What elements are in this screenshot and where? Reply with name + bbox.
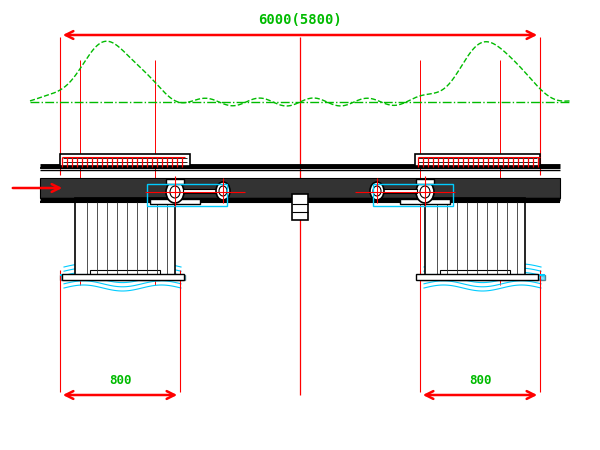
Text: 6000(5800): 6000(5800): [258, 13, 342, 27]
Bar: [373, 184, 453, 206]
Bar: [90, 270, 160, 280]
Ellipse shape: [166, 181, 184, 203]
Bar: [420, 275, 545, 280]
Bar: [425, 198, 525, 278]
Bar: [40, 178, 560, 198]
Ellipse shape: [370, 182, 384, 200]
Bar: [416, 179, 434, 184]
Bar: [382, 189, 417, 193]
Ellipse shape: [216, 182, 230, 200]
Bar: [60, 275, 185, 280]
Ellipse shape: [416, 181, 434, 203]
Bar: [147, 184, 227, 206]
Bar: [400, 199, 450, 204]
Bar: [416, 274, 538, 280]
Text: 800: 800: [109, 374, 131, 387]
Text: 800: 800: [469, 374, 491, 387]
Bar: [440, 270, 510, 280]
Bar: [166, 179, 184, 184]
Bar: [60, 154, 190, 166]
Bar: [415, 154, 540, 166]
Bar: [292, 194, 308, 220]
Bar: [150, 199, 200, 204]
Bar: [75, 198, 175, 278]
Bar: [420, 275, 545, 280]
Bar: [183, 189, 218, 193]
Bar: [62, 274, 184, 280]
Bar: [60, 275, 185, 280]
